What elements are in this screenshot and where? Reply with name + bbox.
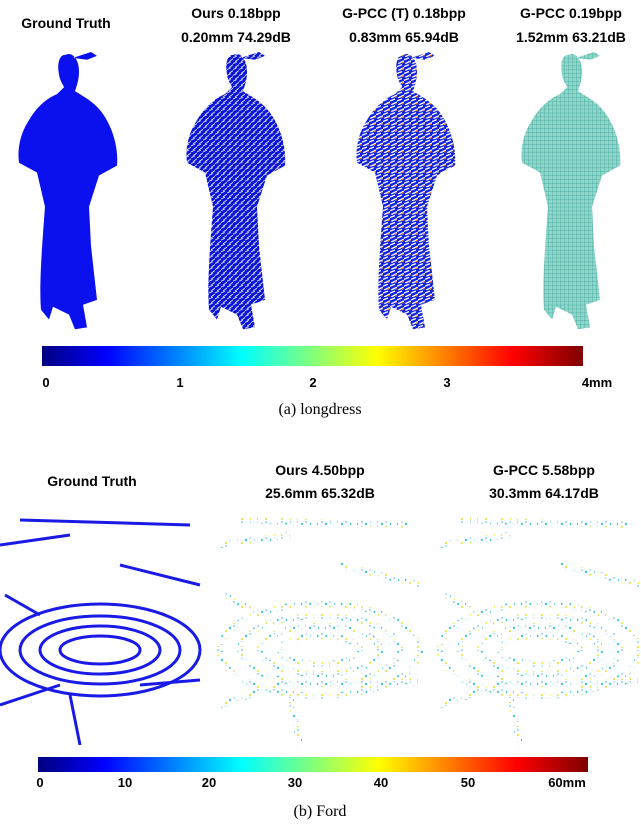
header: Ours 4.50bpp <box>275 462 364 478</box>
colorbar-tick: 40 <box>374 775 388 790</box>
header: Ground Truth <box>47 473 136 489</box>
colorbar-tick: 30 <box>288 775 302 790</box>
header: 0.20mm 74.29dB <box>181 29 291 45</box>
colorbar-tick: 2 <box>309 375 316 390</box>
colorbar-tick: 50 <box>461 775 475 790</box>
colorbar-tick: 0 <box>36 775 43 790</box>
point-cloud <box>220 520 420 745</box>
point-cloud <box>521 52 620 329</box>
colorbar-tick: 3 <box>443 375 450 390</box>
caption: (a) longdress <box>278 401 361 418</box>
colorbar-tick: 20 <box>202 775 216 790</box>
header: G-PCC 5.58bpp <box>493 462 595 478</box>
point-cloud <box>0 505 203 745</box>
colorbar-tick: 10 <box>118 775 132 790</box>
header: Ground Truth <box>21 15 110 31</box>
header: Ours 0.18bpp <box>191 5 280 21</box>
colorbar-tick: 4mm <box>582 375 612 390</box>
point-cloud <box>186 52 285 329</box>
colorbar-tick: 60mm <box>548 775 586 790</box>
colorbar <box>42 346 583 366</box>
point-cloud <box>18 52 117 329</box>
colorbar-tick: 1 <box>176 375 183 390</box>
header: 30.3mm 64.17dB <box>489 485 599 501</box>
point-cloud <box>356 52 455 329</box>
figure: Ground Truth Ours 0.18bpp 0.20mm 74.29dB… <box>0 0 641 825</box>
header: 0.83mm 65.94dB <box>349 29 459 45</box>
colorbar <box>38 757 588 772</box>
point-cloud <box>440 520 640 745</box>
header: 25.6mm 65.32dB <box>265 485 375 501</box>
header: G-PCC (T) 0.18bpp <box>342 5 466 21</box>
caption: (b) Ford <box>294 803 347 820</box>
header: G-PCC 0.19bpp <box>520 5 622 21</box>
header: 1.52mm 63.21dB <box>516 29 626 45</box>
colorbar-tick: 0 <box>42 375 49 390</box>
